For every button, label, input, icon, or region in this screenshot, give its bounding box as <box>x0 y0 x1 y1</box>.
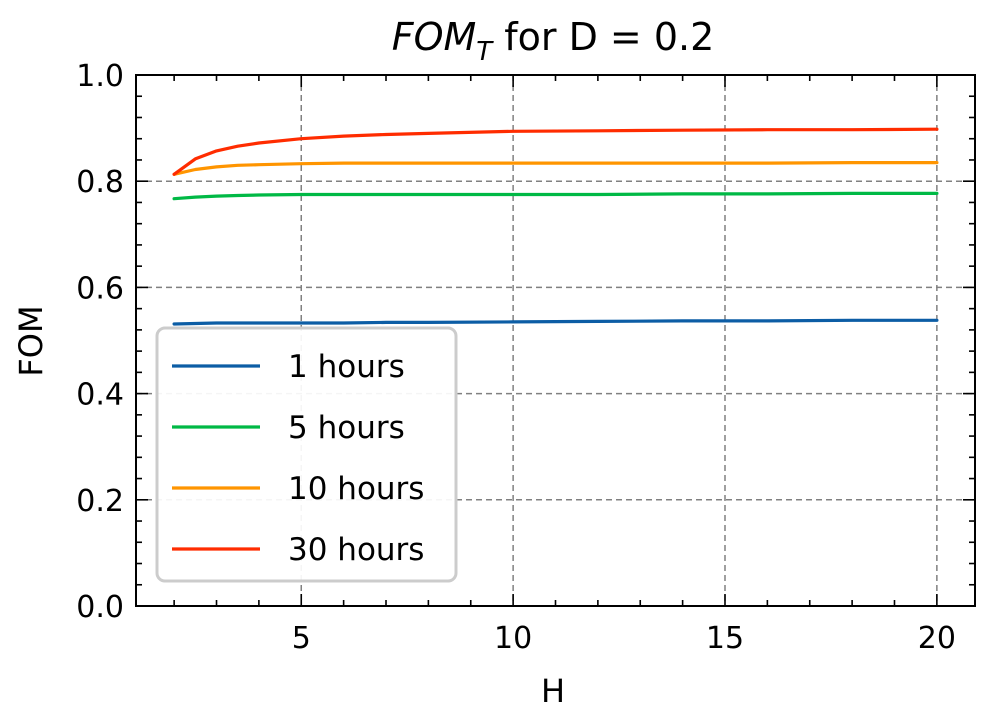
axis-ticks <box>136 74 975 607</box>
series-line <box>172 161 939 176</box>
chart-title: FOMT for D = 0.2 <box>392 15 715 67</box>
x-tick-label: 20 <box>918 621 956 656</box>
y-tick-label: 0.2 <box>76 484 124 519</box>
tick-labels: 5 10 15 20 0.0 0.2 0.4 0.6 0.8 1.0 <box>76 59 956 656</box>
x-tick-label: 5 <box>292 621 311 656</box>
legend-label: 5 hours <box>288 410 405 446</box>
x-axis-label: H <box>541 672 565 710</box>
y-tick-label: 0.0 <box>76 590 124 625</box>
legend: 1 hours 5 hours 10 hours 30 hours <box>155 326 458 583</box>
y-tick-label: 0.8 <box>76 165 124 200</box>
x-tick-label: 10 <box>494 621 532 656</box>
y-tick-label: 0.4 <box>76 378 124 413</box>
legend-label: 30 hours <box>288 532 424 568</box>
series-line <box>172 127 939 176</box>
y-tick-label: 1.0 <box>76 59 124 94</box>
series-line <box>172 318 939 326</box>
legend-label: 1 hours <box>288 349 405 385</box>
legend-label: 10 hours <box>288 471 424 507</box>
series-lines <box>172 127 939 326</box>
series-line <box>172 191 939 201</box>
x-tick-label: 15 <box>706 621 744 656</box>
y-axis-label: FOM <box>12 305 50 376</box>
y-tick-label: 0.6 <box>76 271 124 306</box>
legend-box <box>155 326 458 583</box>
